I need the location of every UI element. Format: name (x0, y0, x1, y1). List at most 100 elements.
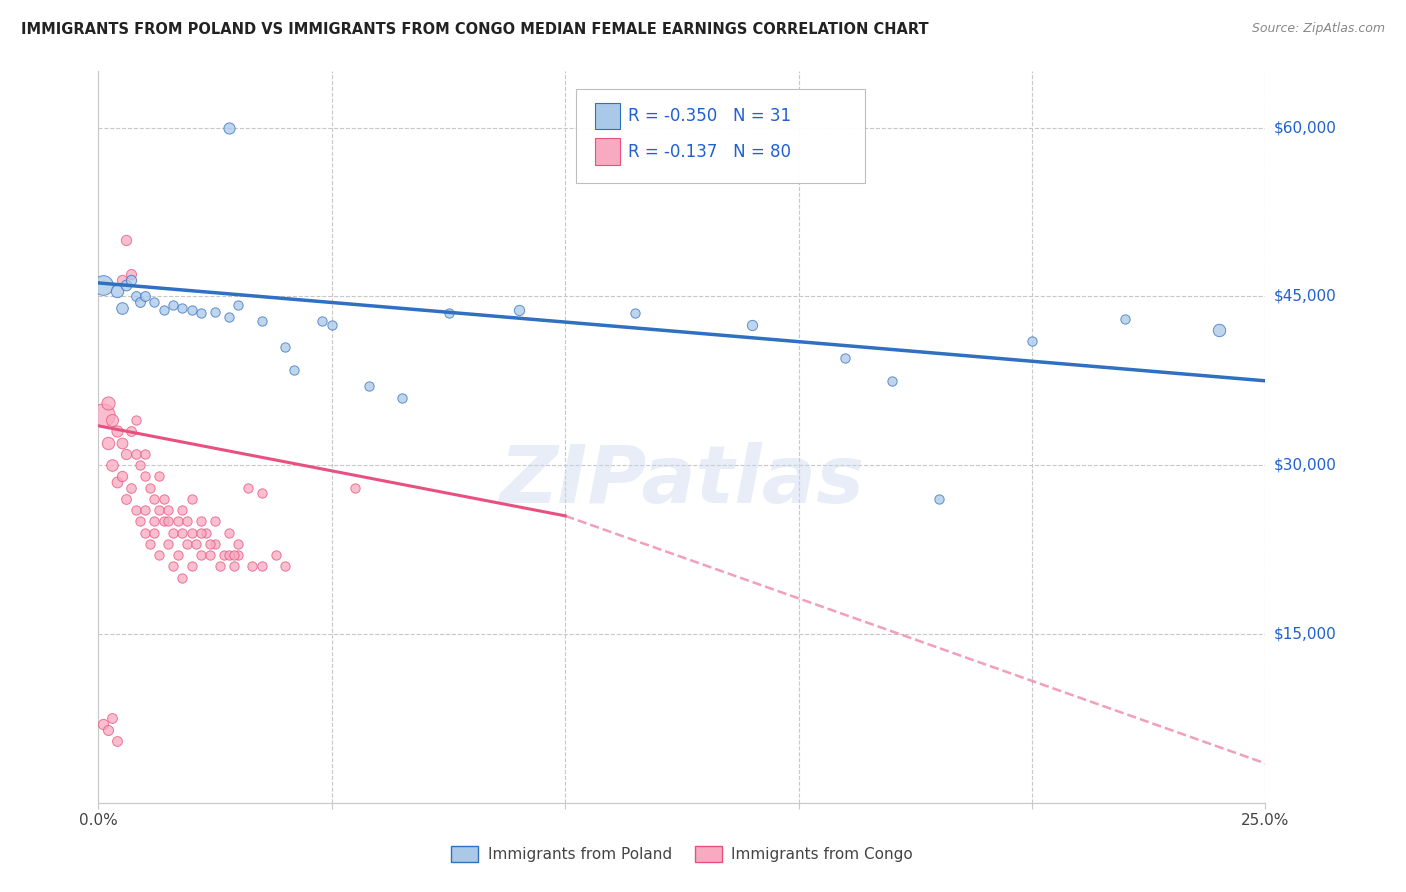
Text: R = -0.137   N = 80: R = -0.137 N = 80 (628, 143, 792, 161)
Point (134, 503, 156, 517)
Point (250, 314, 273, 328)
Point (115, 447, 138, 461)
Point (152, 302, 174, 317)
Point (391, 391, 413, 405)
Point (152, 491, 174, 506)
Point (250, 559, 273, 574)
Point (134, 525, 156, 540)
Point (218, 548, 240, 562)
Point (101, 458, 124, 473)
Point (125, 413, 148, 427)
Point (214, 548, 236, 562)
Text: $30,000: $30,000 (1274, 458, 1337, 473)
Point (834, 351, 856, 366)
Point (97, 435, 120, 450)
Point (190, 548, 212, 562)
Point (204, 305, 226, 319)
Point (120, 425, 142, 439)
Point (139, 481, 162, 495)
Point (125, 503, 148, 517)
Point (129, 515, 152, 529)
Point (115, 233, 138, 247)
Point (274, 340, 297, 354)
Point (162, 559, 184, 574)
Point (204, 515, 226, 529)
Point (152, 515, 174, 529)
Point (129, 295, 152, 310)
Point (218, 120, 240, 135)
Point (242, 559, 264, 574)
Text: R = -0.350   N = 31: R = -0.350 N = 31 (628, 107, 792, 125)
Point (157, 515, 180, 529)
Point (437, 306, 460, 320)
Point (101, 413, 124, 427)
Point (134, 447, 156, 461)
Point (311, 314, 333, 328)
Point (186, 537, 208, 551)
Point (218, 310, 240, 324)
Point (105, 425, 128, 439)
Point (97, 723, 120, 737)
Point (228, 298, 250, 312)
Point (218, 525, 240, 540)
Point (111, 435, 134, 450)
Point (180, 302, 202, 317)
Point (139, 537, 162, 551)
Point (176, 515, 198, 529)
Point (143, 295, 166, 310)
Point (172, 525, 194, 540)
Point (101, 711, 124, 725)
Point (148, 548, 170, 562)
Point (105, 284, 128, 298)
Point (91, 408, 114, 422)
Point (222, 548, 245, 562)
Point (274, 559, 297, 574)
Point (176, 537, 198, 551)
Point (222, 559, 245, 574)
Text: ZIPatlas: ZIPatlas (499, 442, 865, 520)
Point (91, 717, 114, 731)
Point (134, 469, 156, 483)
Point (204, 537, 226, 551)
Point (359, 379, 381, 393)
Point (115, 278, 138, 293)
Text: $15,000: $15,000 (1274, 626, 1337, 641)
Point (194, 525, 217, 540)
Point (162, 298, 184, 312)
Point (105, 475, 128, 489)
Text: $45,000: $45,000 (1274, 289, 1337, 304)
Point (162, 525, 184, 540)
Point (120, 272, 142, 286)
Point (190, 525, 212, 540)
Point (148, 469, 170, 483)
Point (111, 301, 134, 315)
Legend: Immigrants from Poland, Immigrants from Congo: Immigrants from Poland, Immigrants from … (444, 840, 920, 868)
Point (1114, 312, 1136, 326)
Point (125, 289, 148, 303)
Point (624, 306, 647, 320)
Point (157, 503, 180, 517)
Point (250, 486, 273, 500)
Point (228, 548, 250, 562)
Point (880, 374, 903, 388)
Point (741, 318, 763, 332)
Point (120, 481, 142, 495)
Point (105, 734, 128, 748)
Point (172, 301, 194, 315)
Point (120, 267, 142, 281)
Point (180, 491, 202, 506)
Point (228, 537, 250, 551)
Point (143, 525, 166, 540)
Point (172, 503, 194, 517)
Point (148, 503, 170, 517)
Point (111, 469, 134, 483)
Point (1208, 323, 1230, 337)
Point (928, 491, 950, 506)
Point (283, 362, 305, 376)
Point (111, 272, 134, 286)
Point (172, 571, 194, 585)
Text: Source: ZipAtlas.com: Source: ZipAtlas.com (1251, 22, 1385, 36)
Point (264, 548, 287, 562)
Point (208, 559, 231, 574)
Point (321, 318, 343, 332)
